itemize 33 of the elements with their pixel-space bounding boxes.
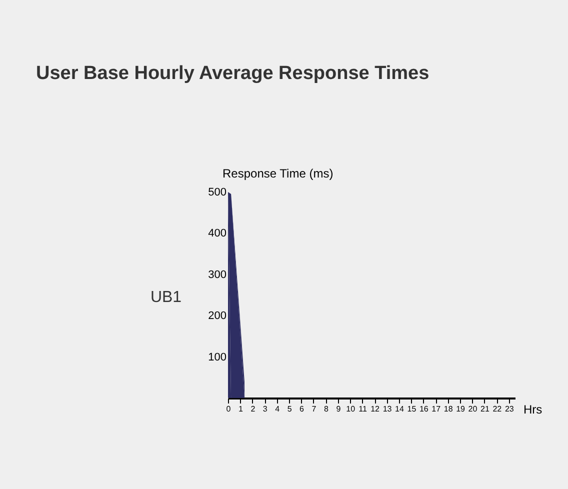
- x-tick-label: 23: [504, 404, 514, 414]
- x-tick-label: 1: [238, 404, 244, 414]
- x-tick-label: 21: [480, 404, 490, 414]
- y-axis-title: Response Time (ms): [222, 166, 334, 180]
- x-tick-label: 9: [336, 404, 342, 414]
- x-tick-label: 22: [492, 404, 502, 414]
- x-tick-label: 17: [432, 404, 442, 414]
- x-tick-label: 13: [382, 404, 392, 414]
- x-tick-label: 12: [370, 404, 380, 414]
- x-tick-label: 3: [262, 404, 268, 414]
- x-tick-label: 5: [287, 404, 292, 414]
- x-tick-label: 8: [324, 404, 329, 414]
- x-tick-label: 19: [456, 404, 466, 414]
- x-tick-label: 4: [275, 404, 280, 414]
- x-tick-label: 6: [300, 404, 305, 414]
- y-tick-label: 500: [208, 186, 226, 198]
- x-tick-label: 20: [468, 404, 478, 414]
- y-tick-label: 100: [208, 351, 226, 364]
- chart-title: User Base Hourly Average Response Times: [36, 63, 430, 84]
- x-tick-label: 11: [358, 404, 368, 414]
- x-axis-title: Hrs: [524, 402, 542, 416]
- y-tick-label: 200: [208, 310, 226, 322]
- x-tick-label: 2: [250, 404, 256, 414]
- x-tick-label: 0: [226, 404, 232, 414]
- x-tick-label: 15: [407, 404, 417, 414]
- x-tick-label: 10: [346, 404, 356, 414]
- x-tick-label: 7: [312, 404, 317, 414]
- x-tick-label: 18: [444, 404, 454, 414]
- x-tick-label: 16: [419, 404, 429, 414]
- y-tick-label: 300: [208, 268, 226, 281]
- x-tick-label: 14: [395, 404, 404, 414]
- y-tick-label: 400: [208, 228, 226, 240]
- text: UB1: [150, 289, 182, 306]
